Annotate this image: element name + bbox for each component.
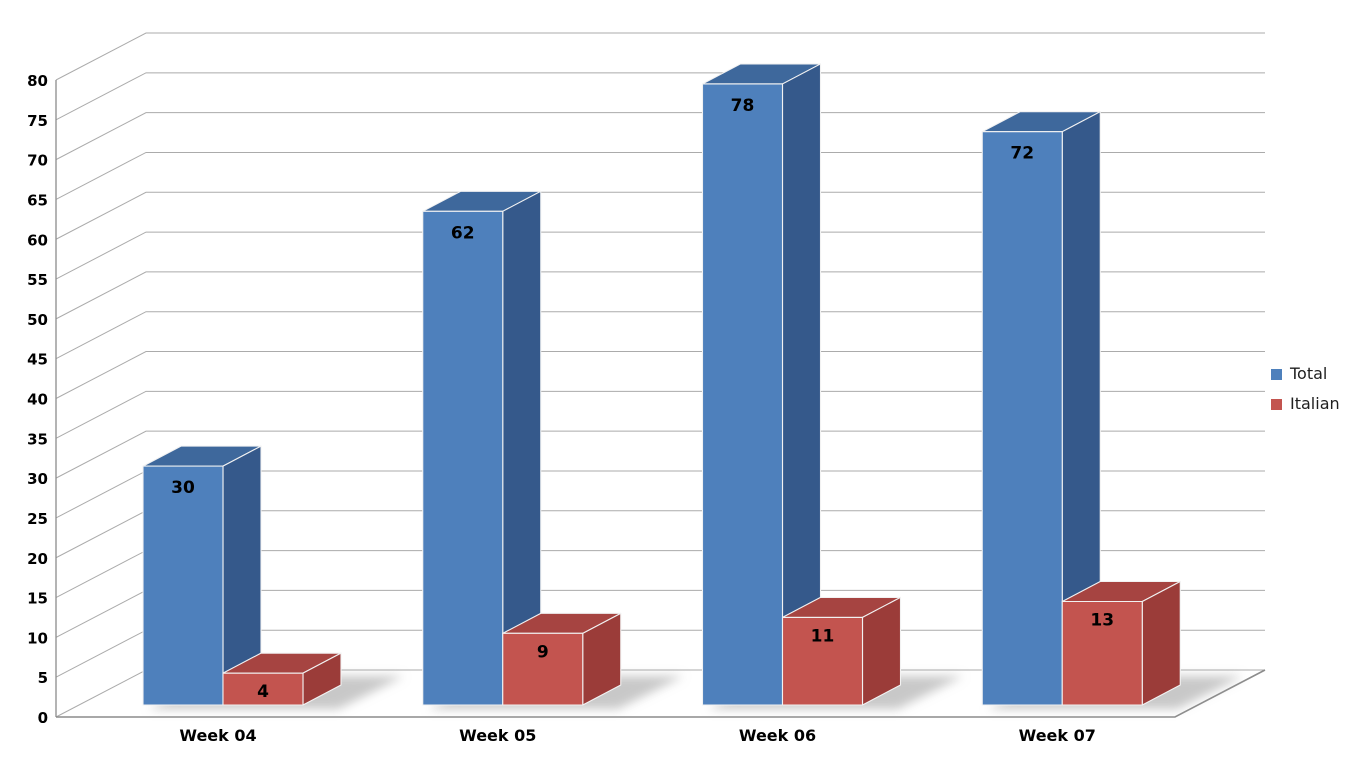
bar-italian-week-07: 13 bbox=[1061, 580, 1181, 706]
bar-data-label: 78 bbox=[731, 96, 755, 116]
bar-data-label: 11 bbox=[811, 626, 835, 646]
y-tick-label: 80 bbox=[27, 72, 48, 90]
y-tick-label: 45 bbox=[27, 351, 48, 369]
bar-italian-week-06: 11 bbox=[781, 596, 902, 706]
x-category-label: Week 05 bbox=[459, 726, 536, 745]
bar-total-week-06: 78 bbox=[701, 63, 822, 706]
y-tick-label: 50 bbox=[27, 311, 48, 329]
x-axis-labels: Week 04 Week 05 Week 06 Week 07 bbox=[179, 726, 1096, 745]
axis-lines bbox=[55, 80, 1266, 718]
legend-swatch-total bbox=[1271, 368, 1282, 380]
y-tick-label: 0 bbox=[38, 709, 48, 727]
y-tick-label: 20 bbox=[27, 550, 48, 568]
y-tick-label: 65 bbox=[27, 191, 48, 209]
y-tick-label: 25 bbox=[27, 510, 48, 528]
legend-label-italian: Italian bbox=[1290, 394, 1340, 413]
y-tick-label: 35 bbox=[27, 430, 48, 448]
y-tick-label: 70 bbox=[27, 152, 48, 170]
y-tick-label: 15 bbox=[27, 590, 48, 608]
bar-data-label: 30 bbox=[171, 478, 195, 498]
y-tick-label: 30 bbox=[27, 470, 48, 488]
y-tick-label: 40 bbox=[27, 391, 48, 409]
bar-data-label: 62 bbox=[451, 223, 475, 243]
bars: 30 4 62 9 78 11 72 13 bbox=[142, 63, 1181, 706]
bar-total-week-07: 72 bbox=[981, 111, 1101, 706]
legend-swatch-italian bbox=[1271, 398, 1282, 410]
y-axis-labels: 0 5 10 15 20 25 30 35 40 45 50 55 60 65 70 75 80 bbox=[27, 72, 48, 727]
y-tick-label: 55 bbox=[27, 271, 48, 289]
legend-label-total: Total bbox=[1290, 364, 1328, 383]
x-category-label: Week 07 bbox=[1019, 726, 1096, 745]
bar-data-label: 13 bbox=[1090, 610, 1114, 630]
bar-data-label: 4 bbox=[257, 682, 269, 702]
floor-edge bbox=[56, 669, 1266, 718]
bar-italian-week-04: 4 bbox=[222, 652, 342, 706]
y-tick-label: 60 bbox=[27, 231, 48, 249]
bar-data-label: 72 bbox=[1010, 144, 1034, 164]
bar-data-label: 9 bbox=[537, 642, 549, 662]
legend-item-total: Total bbox=[1271, 366, 1340, 382]
legend: Total Italian bbox=[1271, 366, 1340, 412]
legend-item-italian: Italian bbox=[1271, 396, 1340, 412]
y-tick-label: 10 bbox=[27, 629, 48, 647]
y-tick-label: 5 bbox=[38, 669, 48, 687]
y-tick-label: 75 bbox=[27, 112, 48, 130]
x-category-label: Week 04 bbox=[179, 726, 256, 745]
x-category-label: Week 06 bbox=[739, 726, 816, 745]
bar-total-week-05: 62 bbox=[422, 190, 542, 706]
bar-italian-week-05: 9 bbox=[502, 612, 622, 706]
